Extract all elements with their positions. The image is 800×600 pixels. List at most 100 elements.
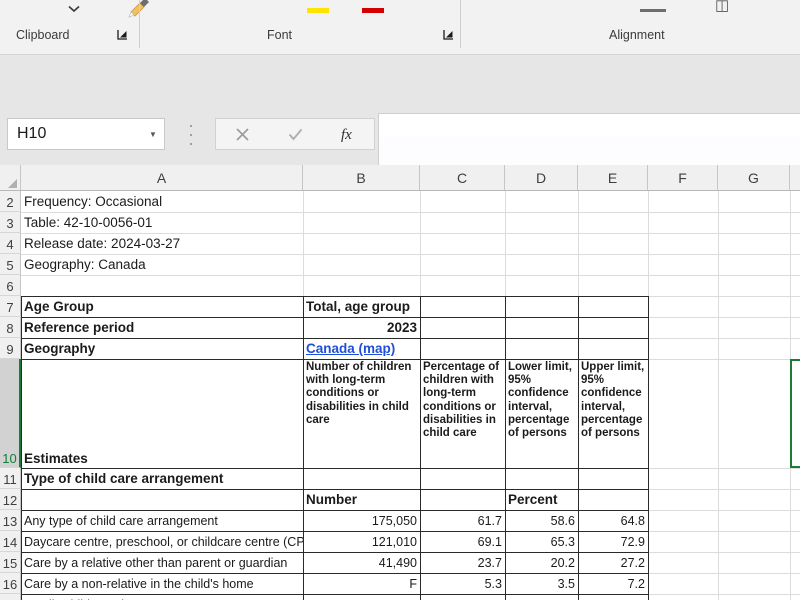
column-header-f[interactable]: F bbox=[648, 165, 718, 190]
table-cell-upper-13[interactable]: 64.8 bbox=[620, 513, 645, 528]
cancel-formula-button[interactable] bbox=[216, 119, 269, 149]
table-cell-lower-16[interactable]: 3.5 bbox=[557, 576, 575, 591]
cell-A9[interactable]: Geography bbox=[24, 341, 96, 356]
formula-input[interactable] bbox=[378, 113, 800, 214]
column-header-d[interactable]: D bbox=[505, 165, 578, 190]
row-header-7[interactable]: 7 bbox=[0, 296, 21, 317]
font-dialog-launcher-icon[interactable] bbox=[443, 29, 454, 40]
table-border-horizontal bbox=[21, 531, 648, 532]
row-header-15[interactable]: 15 bbox=[0, 552, 21, 573]
cell-A8[interactable]: Reference period bbox=[24, 320, 135, 335]
enter-formula-button[interactable] bbox=[269, 119, 322, 149]
table-cell-number-16[interactable]: F bbox=[409, 576, 417, 591]
cell-D10[interactable]: Lower limit, 95% confidence interval, pe… bbox=[508, 361, 572, 440]
table-cell-number-13[interactable]: 175,050 bbox=[371, 513, 417, 528]
clipboard-dialog-launcher-icon[interactable] bbox=[117, 29, 128, 40]
table-row-label-15[interactable]: Care by a relative other than parent or … bbox=[24, 555, 288, 570]
cell-A3[interactable]: Table: 42-10-0056-01 bbox=[24, 215, 153, 230]
table-cell-percentage-14[interactable]: 69.1 bbox=[477, 534, 502, 549]
cell-A10[interactable]: Estimates bbox=[24, 451, 88, 466]
format-painter-icon[interactable] bbox=[127, 0, 153, 20]
cell-D12[interactable]: Percent bbox=[508, 492, 558, 507]
table-border-vertical bbox=[505, 296, 506, 600]
table-cell-lower-15[interactable]: 20.2 bbox=[550, 555, 575, 570]
cell-B10[interactable]: Number of children with long-term condit… bbox=[306, 361, 412, 426]
column-header-b[interactable]: B bbox=[303, 165, 420, 190]
table-cell-number-14[interactable]: 121,010 bbox=[371, 534, 417, 549]
canada-map-hyperlink[interactable]: Canada (map) bbox=[306, 341, 396, 356]
merge-cells-icon[interactable]: ◫ bbox=[715, 0, 730, 14]
table-row-label-13[interactable]: Any type of child care arrangement bbox=[24, 513, 218, 528]
cell-A4[interactable]: Release date: 2024-03-27 bbox=[24, 236, 181, 251]
table-cell-lower-13[interactable]: 58.6 bbox=[550, 513, 575, 528]
select-all-button[interactable] bbox=[0, 165, 21, 190]
table-border-horizontal bbox=[21, 552, 648, 553]
table-border-horizontal bbox=[21, 359, 648, 360]
cell-B12[interactable]: Number bbox=[306, 492, 358, 507]
table-cell-upper-17[interactable]: 14.5 bbox=[578, 594, 648, 600]
table-cell-percentage-13[interactable]: 61.7 bbox=[477, 513, 502, 528]
insert-function-icon[interactable]: fx bbox=[321, 119, 374, 149]
row-header-16[interactable]: 16 bbox=[0, 573, 21, 594]
borders-icon[interactable] bbox=[640, 9, 666, 12]
table-row-label-16[interactable]: Care by a non-relative in the child's ho… bbox=[24, 576, 254, 591]
row-header-5[interactable]: 5 bbox=[0, 254, 21, 275]
row-header-17[interactable]: 17 bbox=[0, 594, 21, 600]
ribbon-divider bbox=[139, 0, 140, 48]
highlight-color-icon[interactable] bbox=[307, 8, 329, 13]
chevron-down-icon[interactable] bbox=[66, 2, 82, 14]
table-border-horizontal bbox=[21, 489, 648, 490]
ribbon-group-label-alignment: Alignment bbox=[609, 28, 665, 42]
more-options-icon[interactable] bbox=[185, 125, 197, 145]
table-cell-percentage-16[interactable]: 5.3 bbox=[484, 576, 502, 591]
selected-cell-indicator bbox=[790, 359, 800, 468]
table-row-label-17[interactable]: Family child care home bbox=[21, 594, 303, 600]
table-cell-percentage-17[interactable]: 11.9 bbox=[420, 594, 505, 600]
cell-E10[interactable]: Upper limit, 95% confidence interval, pe… bbox=[581, 361, 645, 440]
select-all-triangle-icon bbox=[8, 179, 17, 188]
name-box[interactable]: H10 ▼ bbox=[7, 118, 165, 150]
column-header-a[interactable]: A bbox=[21, 165, 303, 190]
table-row-label-14[interactable]: Daycare centre, preschool, or childcare … bbox=[24, 534, 303, 549]
table-cell-lower-17[interactable]: 9.3 bbox=[505, 594, 578, 600]
column-header-c[interactable]: C bbox=[420, 165, 505, 190]
table-cell-number-17[interactable]: 20,840 bbox=[303, 594, 420, 600]
ribbon-group-label-clipboard: Clipboard bbox=[16, 28, 70, 42]
table-cell-lower-14[interactable]: 65.3 bbox=[550, 534, 575, 549]
table-border-horizontal bbox=[21, 468, 648, 469]
row-header-2[interactable]: 2 bbox=[0, 191, 21, 212]
gridline-horizontal bbox=[21, 212, 800, 213]
row-header-13[interactable]: 13 bbox=[0, 510, 21, 531]
gridline-vertical bbox=[718, 191, 719, 600]
sheet-cells[interactable]: Frequency: Occasional Table: 42-10-0056-0… bbox=[21, 191, 800, 600]
row-header-14[interactable]: 14 bbox=[0, 531, 21, 552]
row-header-9[interactable]: 9 bbox=[0, 338, 21, 359]
row-header-6[interactable]: 6 bbox=[0, 275, 21, 296]
row-header-8[interactable]: 8 bbox=[0, 317, 21, 338]
cell-A5[interactable]: Geography: Canada bbox=[24, 257, 146, 272]
table-cell-upper-16[interactable]: 7.2 bbox=[627, 576, 645, 591]
cell-B8[interactable]: 2023 bbox=[386, 320, 417, 335]
table-cell-number-15[interactable]: 41,490 bbox=[378, 555, 417, 570]
cell-C10[interactable]: Percentage of children with long-term co… bbox=[423, 361, 500, 440]
row-header-10[interactable]: 10 bbox=[0, 359, 21, 468]
cell-A11[interactable]: Type of child care arrangement bbox=[24, 471, 224, 486]
name-box-dropdown-icon[interactable]: ▼ bbox=[149, 129, 157, 139]
cell-B7[interactable]: Total, age group bbox=[306, 299, 410, 314]
font-color-icon[interactable] bbox=[362, 8, 384, 13]
column-header-e[interactable]: E bbox=[578, 165, 648, 190]
row-header-3[interactable]: 3 bbox=[0, 212, 21, 233]
table-cell-percentage-15[interactable]: 23.7 bbox=[477, 555, 502, 570]
column-header-g[interactable]: G bbox=[718, 165, 790, 190]
cell-A2[interactable]: Frequency: Occasional bbox=[24, 194, 163, 209]
row-header-4[interactable]: 4 bbox=[0, 233, 21, 254]
gridline-horizontal bbox=[21, 233, 800, 234]
table-cell-upper-14[interactable]: 72.9 bbox=[620, 534, 645, 549]
row-header-11[interactable]: 11 bbox=[0, 468, 21, 489]
cell-A7[interactable]: Age Group bbox=[24, 299, 94, 314]
table-border-vertical bbox=[303, 296, 304, 600]
row-header-12[interactable]: 12 bbox=[0, 489, 21, 510]
table-cell-upper-15[interactable]: 27.2 bbox=[620, 555, 645, 570]
